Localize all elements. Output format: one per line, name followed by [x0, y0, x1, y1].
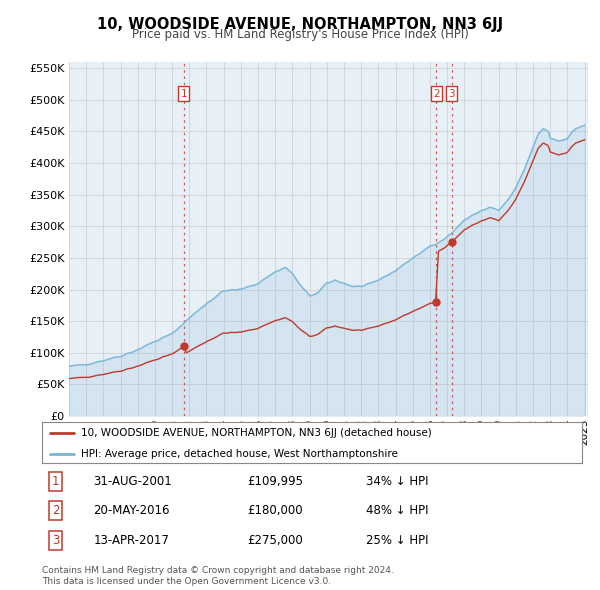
Text: 34% ↓ HPI: 34% ↓ HPI	[366, 475, 428, 488]
Text: £109,995: £109,995	[247, 475, 303, 488]
Text: 13-APR-2017: 13-APR-2017	[94, 534, 169, 547]
Text: £180,000: £180,000	[247, 504, 303, 517]
Text: 10, WOODSIDE AVENUE, NORTHAMPTON, NN3 6JJ: 10, WOODSIDE AVENUE, NORTHAMPTON, NN3 6J…	[97, 17, 503, 31]
Text: Price paid vs. HM Land Registry's House Price Index (HPI): Price paid vs. HM Land Registry's House …	[131, 28, 469, 41]
Text: 1: 1	[52, 475, 59, 488]
Text: Contains HM Land Registry data © Crown copyright and database right 2024.: Contains HM Land Registry data © Crown c…	[42, 566, 394, 575]
Text: £275,000: £275,000	[247, 534, 303, 547]
Text: 48% ↓ HPI: 48% ↓ HPI	[366, 504, 428, 517]
Text: 1: 1	[181, 88, 187, 99]
Text: This data is licensed under the Open Government Licence v3.0.: This data is licensed under the Open Gov…	[42, 577, 331, 586]
Text: 25% ↓ HPI: 25% ↓ HPI	[366, 534, 428, 547]
Text: 10, WOODSIDE AVENUE, NORTHAMPTON, NN3 6JJ (detached house): 10, WOODSIDE AVENUE, NORTHAMPTON, NN3 6J…	[81, 428, 431, 438]
Text: 31-AUG-2001: 31-AUG-2001	[94, 475, 172, 488]
Text: 20-MAY-2016: 20-MAY-2016	[94, 504, 170, 517]
Text: 3: 3	[449, 88, 455, 99]
Text: 3: 3	[52, 534, 59, 547]
Text: 2: 2	[433, 88, 440, 99]
Text: HPI: Average price, detached house, West Northamptonshire: HPI: Average price, detached house, West…	[81, 449, 398, 459]
Text: 2: 2	[52, 504, 59, 517]
